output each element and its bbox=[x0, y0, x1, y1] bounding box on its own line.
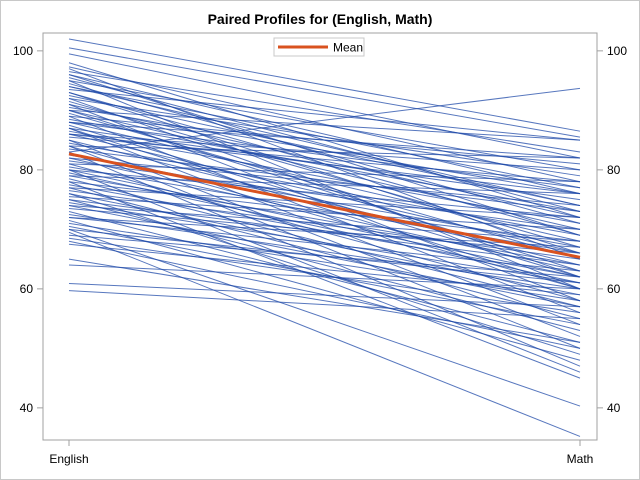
profile-line bbox=[68, 139, 581, 337]
profile-line bbox=[68, 169, 581, 373]
profile-line bbox=[68, 222, 581, 302]
y-tick-label-right: 60 bbox=[607, 282, 621, 296]
y-tick-label-right: 80 bbox=[607, 163, 621, 177]
profile-line bbox=[68, 181, 581, 379]
plot-area bbox=[42, 32, 598, 441]
profile-line bbox=[68, 208, 581, 254]
mean-line bbox=[68, 152, 581, 259]
profile-line bbox=[68, 142, 581, 236]
profile-line bbox=[68, 148, 581, 213]
profile-line bbox=[68, 133, 581, 195]
profile-line bbox=[68, 228, 581, 284]
profile-line bbox=[68, 100, 581, 248]
profile-line bbox=[68, 237, 581, 314]
y-tick-label-right: 100 bbox=[607, 44, 627, 58]
profile-line bbox=[68, 121, 581, 189]
legend-label-mean: Mean bbox=[333, 41, 363, 55]
profile-line bbox=[68, 145, 581, 159]
profile-line bbox=[68, 231, 581, 437]
profile-line bbox=[68, 109, 581, 272]
profile-line bbox=[68, 187, 581, 218]
profile-line bbox=[68, 264, 581, 290]
y-tick-label-left: 100 bbox=[13, 44, 33, 58]
profile-line bbox=[68, 187, 581, 320]
y-tick-label-left: 40 bbox=[20, 401, 34, 415]
profile-line bbox=[68, 87, 581, 153]
profile-line bbox=[68, 216, 581, 248]
profile-line bbox=[68, 145, 581, 349]
profile-line bbox=[68, 243, 581, 296]
x-tick-label: English bbox=[49, 452, 88, 466]
profile-line bbox=[68, 47, 581, 138]
profile-line bbox=[68, 219, 581, 361]
profile-line bbox=[68, 175, 581, 195]
x-tick-label: Math bbox=[567, 452, 594, 466]
y-tick-label-left: 80 bbox=[20, 163, 34, 177]
legend: Mean bbox=[273, 37, 365, 57]
profile-line bbox=[68, 71, 581, 153]
profile-line bbox=[68, 38, 581, 132]
profile-line bbox=[68, 118, 581, 213]
profile-line bbox=[68, 196, 581, 230]
profile-line bbox=[68, 97, 581, 278]
profile-line bbox=[68, 53, 581, 159]
profile-line bbox=[68, 169, 581, 278]
profile-line bbox=[68, 175, 581, 266]
profile-line bbox=[68, 89, 581, 141]
profile-line bbox=[68, 157, 581, 207]
profile-line bbox=[68, 86, 581, 207]
profile-line bbox=[68, 290, 581, 320]
profile-line bbox=[68, 169, 581, 218]
profile-line bbox=[68, 92, 581, 254]
profile-lines bbox=[68, 38, 581, 437]
profile-line bbox=[68, 127, 581, 290]
profile-line bbox=[68, 258, 581, 343]
chart-title: Paired Profiles for (English, Math) bbox=[207, 11, 433, 27]
y-tick-label-right: 40 bbox=[607, 401, 621, 415]
profile-line bbox=[68, 62, 581, 218]
profile-line bbox=[68, 115, 581, 314]
profile-line bbox=[68, 193, 581, 355]
profile-line bbox=[68, 97, 581, 177]
profile-line bbox=[68, 181, 581, 242]
axes: 40 40 60 60 80 80 100 100 English Math bbox=[13, 44, 627, 466]
profile-line bbox=[68, 127, 581, 326]
y-tick-label-left: 60 bbox=[20, 282, 34, 296]
profile-line bbox=[68, 103, 581, 218]
profile-line bbox=[68, 283, 581, 308]
